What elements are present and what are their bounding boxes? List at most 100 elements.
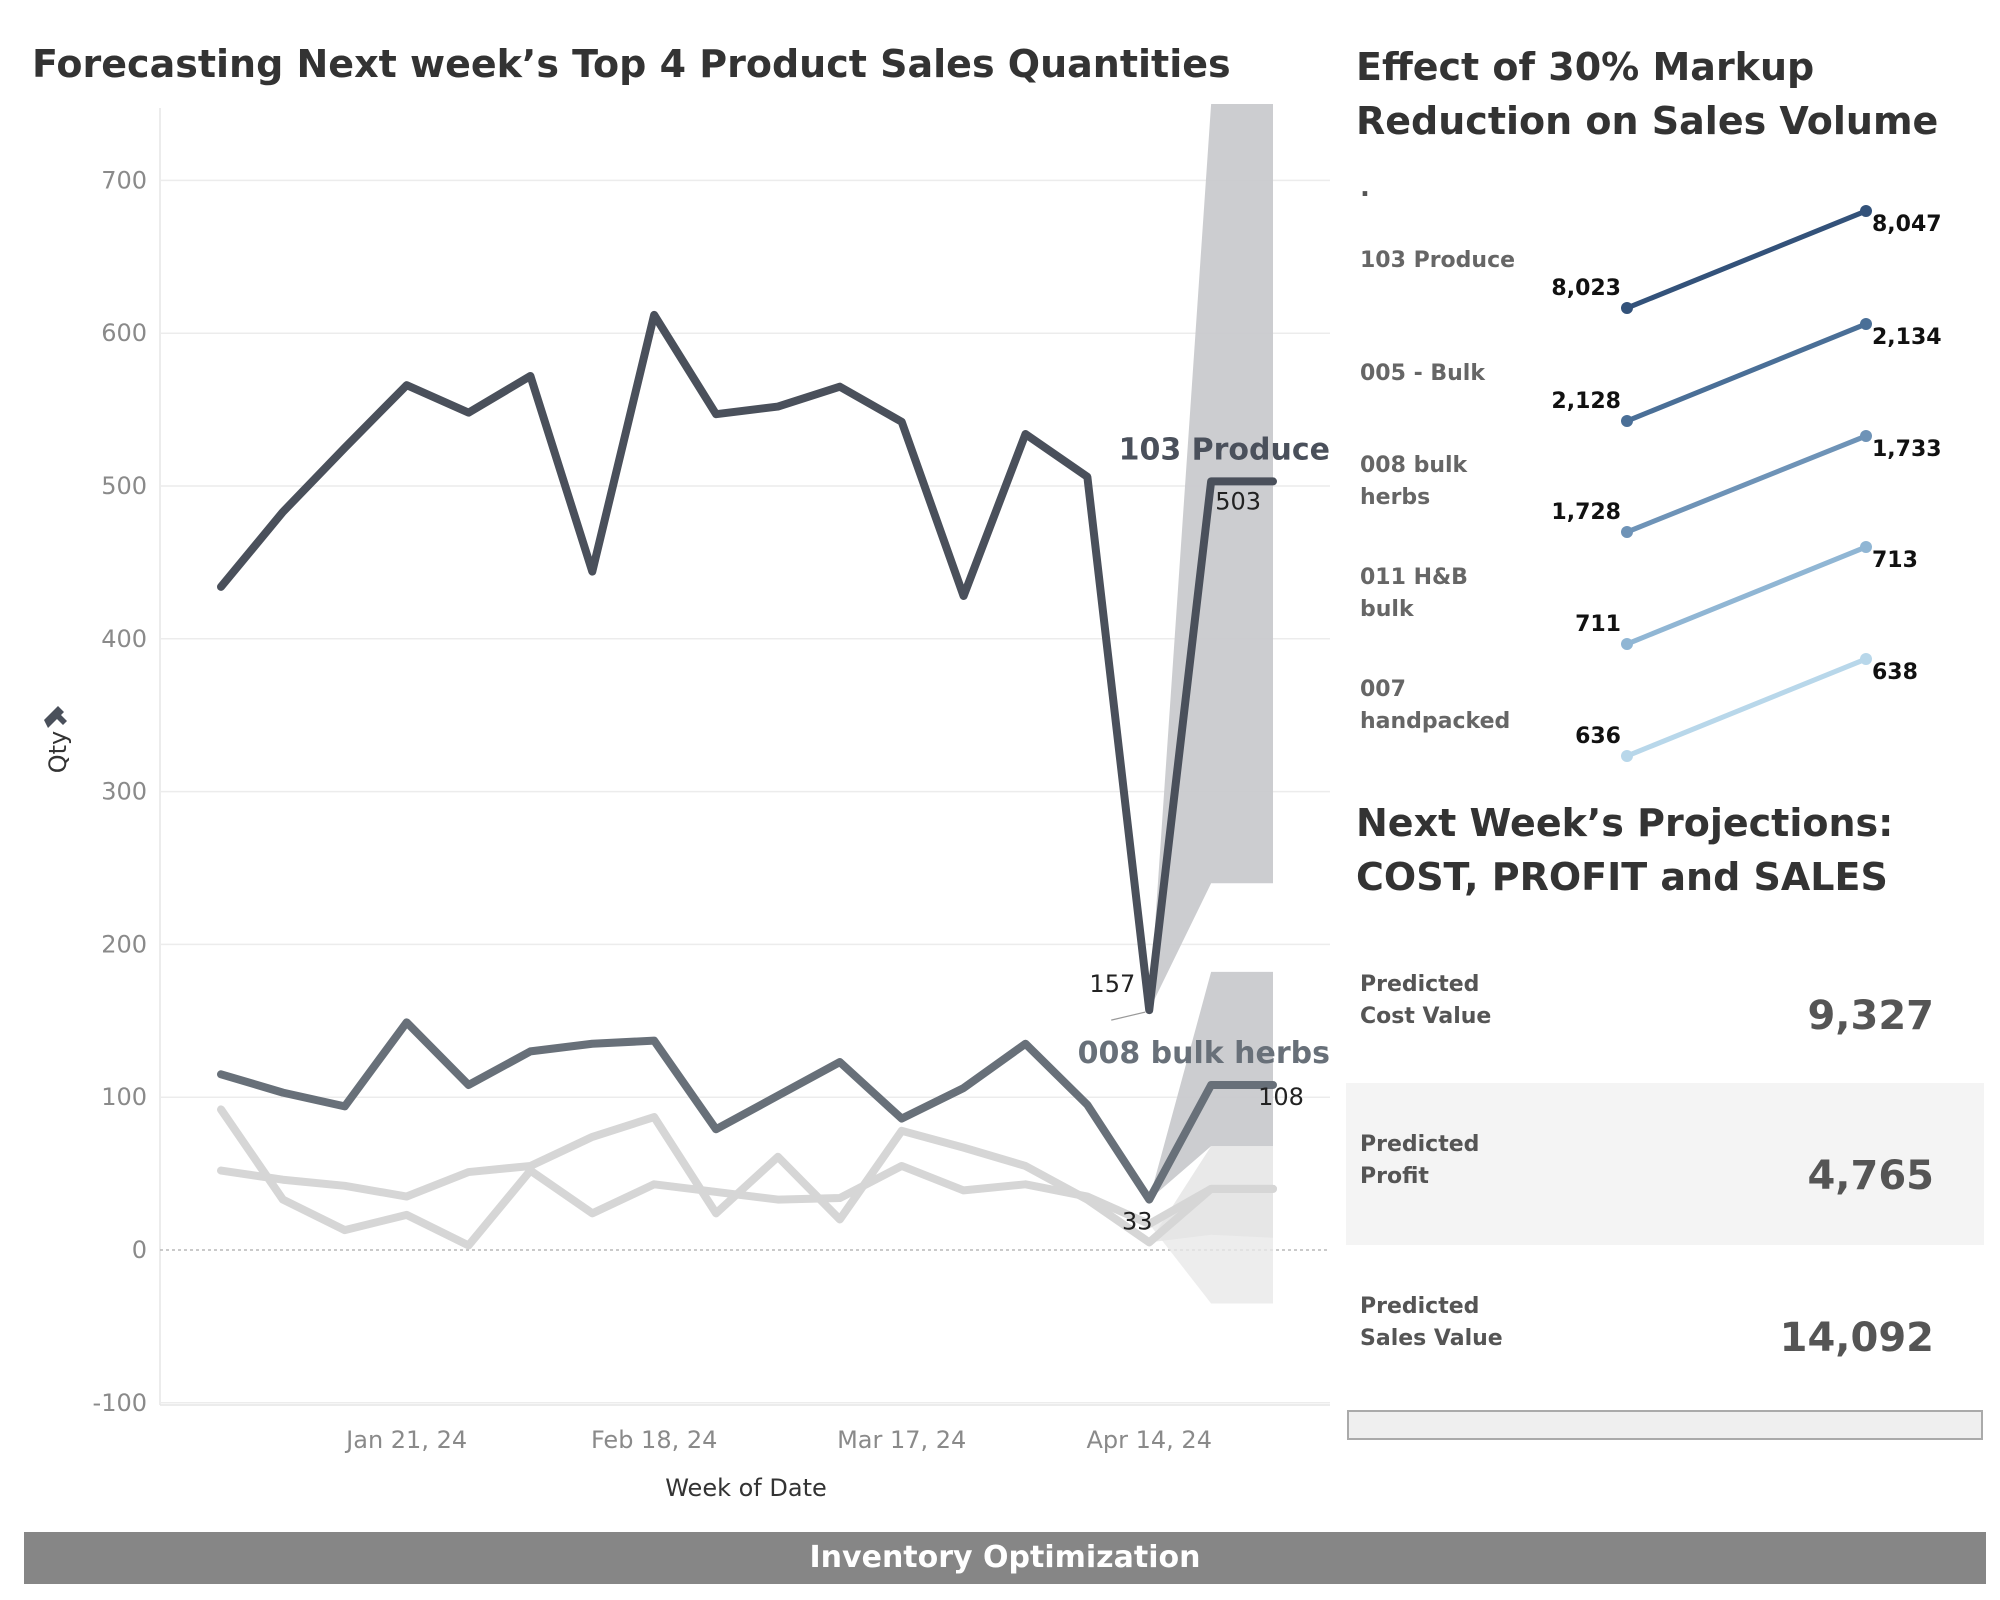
x-axis-title: Week of Date	[665, 1474, 827, 1502]
projection-row-profit: Predicted Profit 4,765	[1346, 1083, 1984, 1245]
data-point	[527, 1163, 533, 1169]
projection-row-sales: Predicted Sales Value 14,092	[1346, 1245, 1984, 1407]
data-point	[775, 1197, 781, 1203]
slope-point-after	[1860, 653, 1872, 665]
slope-row-label: herbs	[1360, 485, 1430, 510]
x-tick-label: Apr 14, 24	[1086, 1426, 1211, 1454]
slope-line	[1624, 321, 1869, 424]
data-point	[1146, 1197, 1152, 1203]
slope-value-before: 1,728	[1551, 500, 1621, 525]
projection-row-cost: Predicted Cost Value 9,327	[1346, 937, 1984, 1099]
y-tick-label: 0	[132, 1236, 147, 1264]
series-label-008-bulk-herbs: 008 bulk herbs	[1078, 1036, 1330, 1071]
projection-value-profit: 4,765	[1807, 1153, 1934, 1199]
slope-value-after: 2,134	[1872, 325, 1942, 350]
data-point	[527, 373, 533, 379]
data-point	[280, 509, 286, 515]
data-point	[218, 1168, 224, 1174]
slope-line	[1624, 208, 1869, 311]
slope-point-after	[1860, 541, 1872, 553]
data-point	[1270, 1186, 1276, 1192]
slope-row-label: 011 H&B	[1360, 565, 1468, 590]
slope-value-after: 8,047	[1872, 212, 1942, 237]
data-point	[775, 404, 781, 410]
data-point	[961, 593, 967, 599]
data-value-label: 503	[1215, 487, 1261, 515]
data-value-label: 33	[1122, 1208, 1153, 1236]
data-point	[280, 1197, 286, 1203]
slope-value-after: 713	[1872, 548, 1918, 573]
data-point	[1022, 1163, 1028, 1169]
y-tick-label: -100	[93, 1389, 147, 1417]
series-line	[217, 1105, 1277, 1250]
slope-row-label: bulk	[1360, 597, 1415, 622]
forecast-band	[1149, 104, 1273, 1011]
series-label-103-produce: 103 Produce	[1119, 432, 1330, 467]
data-point	[1146, 1221, 1152, 1227]
data-point	[1022, 1181, 1028, 1187]
projection-label-line: Predicted	[1360, 972, 1480, 997]
slope-line	[1624, 433, 1869, 535]
slope-row-label: 103 Produce	[1360, 248, 1515, 273]
projection-label-line: Cost Value	[1360, 1004, 1492, 1029]
data-point	[775, 1093, 781, 1099]
data-value-label: 157	[1089, 970, 1135, 998]
y-tick-label: 700	[101, 166, 147, 194]
pin-icon	[44, 706, 67, 728]
data-point	[1208, 1186, 1214, 1192]
data-point	[651, 1181, 657, 1187]
data-point	[1146, 1007, 1152, 1013]
data-point	[1022, 431, 1028, 437]
footer-bar: Inventory Optimization	[24, 1532, 1986, 1584]
data-point	[651, 1114, 657, 1120]
slope-point-before	[1621, 638, 1633, 650]
data-point	[1084, 1197, 1090, 1203]
data-point	[589, 1134, 595, 1140]
slope-row-label: handpacked	[1360, 709, 1510, 734]
data-point	[651, 1038, 657, 1044]
data-point	[1208, 1082, 1214, 1088]
data-point	[1146, 1239, 1152, 1245]
data-point	[1270, 1082, 1276, 1088]
markup-section-title: Effect of 30% Markup Reduction on Sales …	[1356, 45, 1939, 143]
slope-line	[1624, 544, 1869, 647]
data-point	[466, 410, 472, 416]
data-point	[342, 445, 348, 451]
data-point	[466, 1242, 472, 1248]
slope-row-label: 007	[1360, 677, 1406, 702]
slope-value-before: 8,023	[1551, 276, 1621, 301]
slope-point-after	[1860, 318, 1872, 330]
slope-point-after	[1860, 430, 1872, 442]
data-point	[1022, 1041, 1028, 1047]
slope-row-label: 008 bulk	[1360, 453, 1469, 478]
data-point	[961, 1145, 967, 1151]
projection-label-line: Predicted	[1360, 1132, 1480, 1157]
data-point	[651, 312, 657, 318]
data-point	[961, 1187, 967, 1193]
slope-row-label: 005 - Bulk	[1360, 361, 1486, 386]
data-point	[899, 1128, 905, 1134]
data-point	[218, 1106, 224, 1112]
x-tick-label: Jan 21, 24	[344, 1426, 467, 1454]
slope-point-before	[1621, 750, 1633, 762]
projection-label-line: Predicted	[1360, 1294, 1480, 1319]
y-tick-label: 200	[101, 930, 147, 958]
data-point	[713, 1210, 719, 1216]
slope-value-before: 636	[1575, 724, 1621, 749]
slope-value-after: 638	[1872, 660, 1918, 685]
data-point	[466, 1082, 472, 1088]
y-tick-label: 600	[101, 319, 147, 347]
data-point	[775, 1154, 781, 1160]
data-point	[404, 1194, 410, 1200]
data-point	[837, 384, 843, 390]
data-point	[713, 1189, 719, 1195]
data-point	[899, 1116, 905, 1122]
data-point	[961, 1085, 967, 1091]
data-point	[404, 382, 410, 388]
data-value-label: 108	[1258, 1083, 1304, 1111]
series-line	[217, 310, 1277, 1015]
horizontal-scrollbar[interactable]	[1347, 1410, 1983, 1440]
data-point	[1084, 474, 1090, 480]
data-point	[837, 1195, 843, 1201]
data-point	[1270, 478, 1276, 484]
